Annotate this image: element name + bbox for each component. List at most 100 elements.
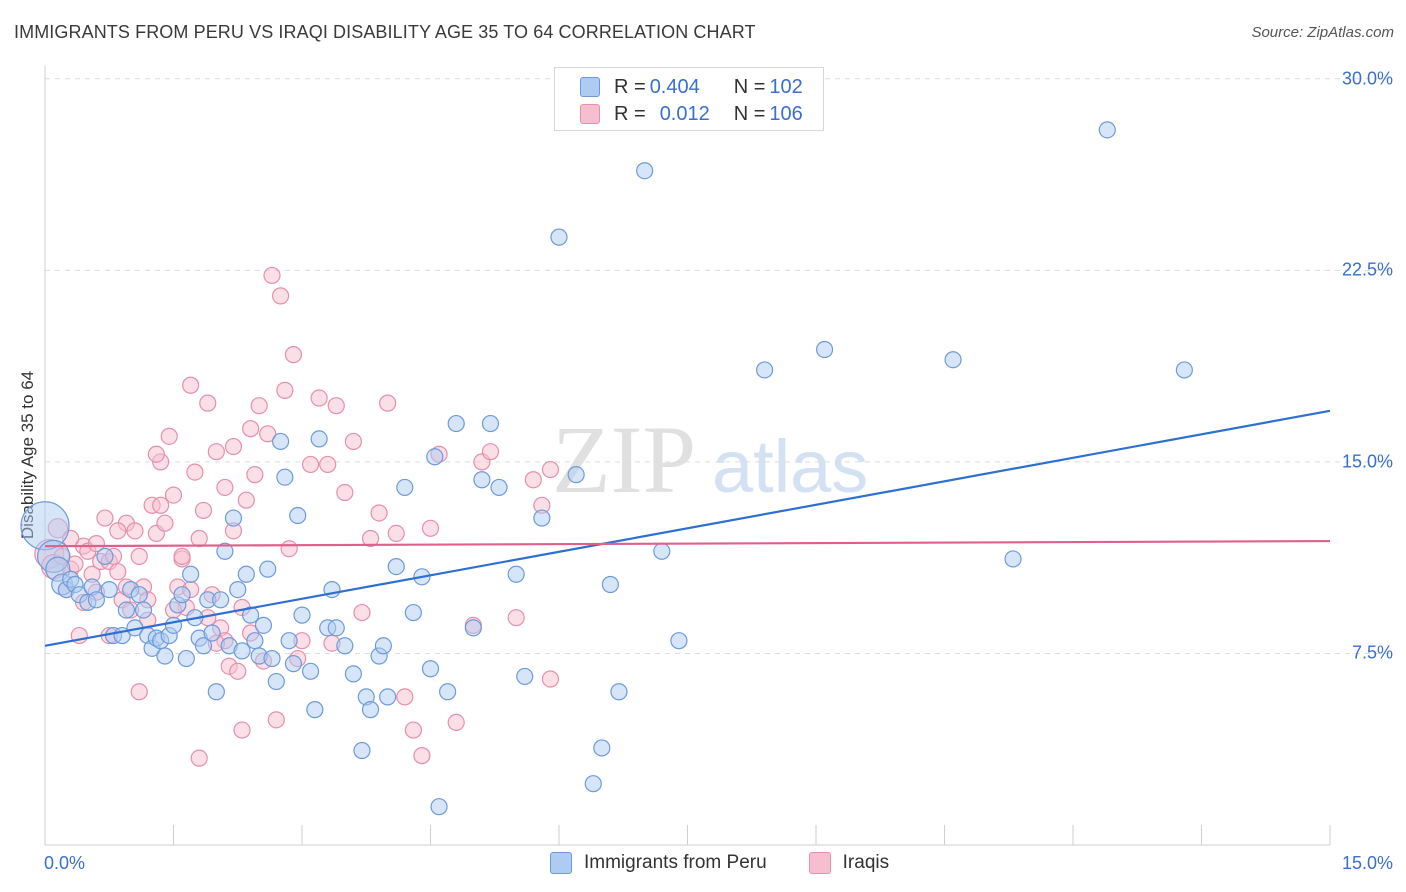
legend-item-iraqis: Iraqis — [808, 852, 889, 874]
peru-point — [216, 542, 234, 560]
peru-point — [182, 565, 200, 583]
iraqis-point — [147, 445, 165, 463]
peru-point — [173, 586, 191, 604]
peru-point — [117, 601, 135, 619]
iraqis-point — [194, 501, 213, 520]
peru-point — [610, 683, 628, 701]
peru-point — [344, 665, 362, 683]
peru-point — [306, 701, 324, 719]
iraqis-point — [541, 670, 560, 688]
iraqis-point — [370, 504, 388, 522]
peru-point — [293, 606, 311, 624]
iraqis-point — [109, 563, 127, 581]
peru-point — [516, 667, 534, 686]
legend-item-peru: Immigrants from Peru — [550, 852, 767, 874]
iraqis-point — [319, 455, 337, 474]
peru-point — [507, 565, 525, 583]
peru-point — [396, 478, 414, 497]
peru-point — [481, 414, 500, 433]
peru-point — [379, 688, 397, 706]
legend-swatch-iraqis — [808, 852, 831, 874]
peru-point — [426, 448, 444, 466]
peru-point — [944, 351, 962, 369]
peru-point — [212, 591, 230, 609]
iraqis-point — [276, 381, 294, 399]
iraqis-point — [207, 443, 225, 461]
peru-point — [301, 662, 320, 680]
iraqis-point — [190, 749, 208, 767]
peru-point — [267, 672, 285, 691]
peru-point — [1004, 550, 1022, 568]
iraqis-point — [233, 721, 251, 739]
peru-point — [284, 655, 303, 673]
legend-r-value: 0.012 — [659, 102, 710, 125]
peru-point — [289, 506, 307, 525]
peru-point — [207, 683, 225, 701]
peru-point — [473, 471, 491, 489]
iraqis-point — [126, 522, 144, 540]
peru-point — [263, 649, 281, 668]
iraqis-point — [541, 460, 560, 479]
peru-point — [194, 637, 213, 655]
iraqis-point — [507, 609, 525, 627]
peru-point — [271, 432, 290, 451]
x-tick-max: 15.0% — [1341, 853, 1393, 873]
iraqis-point — [280, 540, 298, 558]
iraqis-point — [259, 425, 277, 443]
iraqis-point — [353, 603, 371, 622]
peru-point — [229, 580, 247, 599]
iraqis-point — [396, 688, 414, 706]
peru-point — [636, 162, 654, 180]
iraqis-point — [327, 397, 345, 415]
iraqis-point — [301, 455, 320, 474]
y-tick-label: 30.0% — [1341, 68, 1393, 89]
peru-point — [203, 624, 221, 642]
peru-point — [254, 616, 273, 634]
iraqis-point — [242, 420, 260, 438]
peru-point — [327, 619, 345, 637]
iraqis-point — [156, 514, 174, 532]
peru-point — [670, 632, 688, 650]
peru-point — [100, 580, 118, 599]
legend-swatch-iraqis — [580, 104, 600, 124]
peru-point — [96, 547, 114, 565]
iraqis-point — [224, 437, 243, 456]
stats-legend: R = 0.404 N = 102 R = 0.012 N = 106 — [554, 67, 824, 131]
peru-point — [237, 565, 255, 583]
iraqis-point — [361, 529, 380, 548]
peru-point — [246, 632, 264, 650]
chart-title: IMMIGRANTS FROM PERU VS IRAQI DISABILITY… — [14, 22, 756, 42]
y-tick-label: 15.0% — [1341, 451, 1393, 472]
iraqis-point — [524, 471, 542, 489]
iraqis-point — [237, 491, 255, 509]
iraqis-point — [186, 463, 204, 481]
peru-point — [233, 642, 251, 660]
legend-r-label: R = — [614, 75, 646, 98]
peru-point — [430, 798, 448, 816]
iraqis-point — [267, 711, 285, 729]
legend-n-value: 102 — [769, 75, 803, 98]
peru-point — [815, 340, 834, 359]
peru-point — [653, 542, 671, 560]
legend-swatch-peru — [550, 852, 572, 874]
peru-point — [387, 558, 405, 576]
peru-point — [584, 775, 602, 793]
iraqis-point — [109, 522, 127, 540]
x-tick-min: 0.0% — [44, 853, 86, 873]
source-label: Source: ZipAtlas.com — [1251, 24, 1394, 41]
legend-r-label: R = — [614, 102, 646, 125]
iraqis-point — [271, 287, 290, 305]
iraqis-point — [229, 662, 247, 680]
peru-point — [310, 430, 328, 448]
iraqis-point — [182, 376, 200, 394]
iraqis-point — [404, 721, 422, 739]
iraqis-point — [160, 427, 178, 445]
peru-point — [164, 616, 183, 634]
iraqis-trend-line — [44, 539, 1331, 548]
peru-point — [87, 591, 106, 609]
iraqis-point — [263, 266, 281, 285]
peru-point — [567, 466, 585, 484]
iraqis-point — [130, 683, 148, 701]
iraqis-point — [164, 486, 183, 504]
